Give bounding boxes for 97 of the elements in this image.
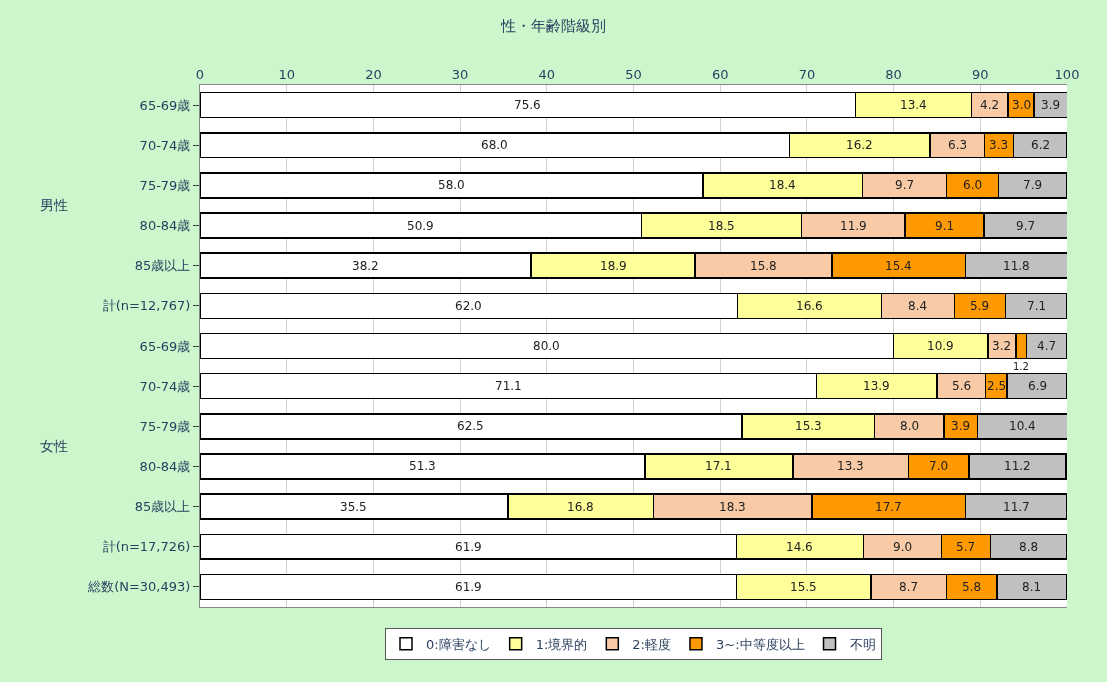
text: 3.9 — [1041, 98, 1061, 112]
text: 6.2 — [1031, 138, 1051, 152]
text: 15.5 — [790, 580, 817, 594]
text: 15.3 — [795, 419, 822, 433]
text: 61.9 — [455, 540, 482, 554]
text: 18.3 — [719, 500, 746, 514]
text: 3.3 — [989, 138, 1009, 152]
legend-label: 2:軽度 — [632, 636, 671, 652]
text: 3.2 — [992, 339, 1012, 353]
text: 5.9 — [970, 299, 990, 313]
y-tick-label: 75-79歳 — [139, 418, 191, 434]
text: 38.2 — [352, 259, 379, 273]
x-tick-label: 40 — [538, 66, 556, 82]
x-tick-label: 70 — [798, 66, 816, 82]
legend-label: 不明 — [849, 636, 876, 652]
x-tick-label: 50 — [625, 66, 642, 82]
text: 18.9 — [600, 259, 627, 273]
x-tick-label: 20 — [365, 66, 382, 82]
text: 7.1 — [1027, 299, 1047, 313]
text: 80.0 — [533, 339, 560, 353]
text: 6.9 — [1028, 379, 1048, 393]
text: 6.0 — [963, 178, 983, 192]
text: 8.1 — [1022, 580, 1042, 594]
text: 16.2 — [846, 138, 873, 152]
y-tick-label: 80-84歳 — [139, 459, 191, 475]
text: 8.4 — [908, 299, 928, 313]
text: 7.0 — [929, 459, 949, 473]
text: 10.4 — [1009, 419, 1036, 433]
text: 5.6 — [952, 379, 972, 393]
text: 8.7 — [899, 580, 919, 594]
text: 61.9 — [455, 580, 482, 594]
y-tick-label: 70-74歳 — [139, 378, 191, 394]
text: 35.5 — [340, 500, 367, 514]
text: 18.5 — [708, 219, 735, 233]
text: 1.2 — [1013, 361, 1029, 372]
text: 13.4 — [900, 98, 927, 112]
text: 17.1 — [705, 459, 732, 473]
legend-label: 3~:中等度以上 — [715, 636, 805, 652]
text: 4.2 — [980, 98, 1000, 112]
text: 9.7 — [895, 178, 915, 192]
text: 11.8 — [1003, 259, 1030, 273]
text: 8.8 — [1019, 540, 1039, 554]
text: 9.7 — [1016, 219, 1036, 233]
y-tick-label: 85歳以上 — [134, 499, 191, 515]
text: 女性 — [40, 438, 68, 454]
text: 13.9 — [863, 379, 890, 393]
text: 58.0 — [438, 178, 465, 192]
legend-label: 0:障害なし — [426, 636, 491, 652]
text: 15.8 — [750, 259, 777, 273]
text: 18.4 — [769, 178, 796, 192]
x-tick-label: 60 — [711, 66, 729, 82]
text: 13.3 — [837, 459, 864, 473]
text: 11.9 — [840, 219, 867, 233]
y-tick-label: 計(n=12,767) — [102, 298, 191, 314]
y-tick-label: 計(n=17,726) — [102, 539, 191, 555]
chart-title: 性・年齢階級別 — [500, 16, 606, 35]
y-tick-label: 総数(N=30,493) — [87, 579, 191, 595]
text: 5.7 — [956, 540, 976, 554]
text: 62.5 — [457, 419, 484, 433]
y-tick-label: 65-69歳 — [139, 338, 191, 354]
text: 16.6 — [796, 299, 823, 313]
y-tick-label: 85歳以上 — [134, 258, 191, 274]
text: 50.9 — [407, 219, 434, 233]
text: 51.3 — [409, 459, 436, 473]
text: 68.0 — [481, 138, 508, 152]
y-tick-label: 80-84歳 — [139, 218, 191, 234]
text: 3.0 — [1012, 98, 1032, 112]
text: 7.9 — [1023, 178, 1043, 192]
x-tick-label: 0 — [195, 66, 205, 82]
text: 15.4 — [885, 259, 912, 273]
text: 8.0 — [900, 419, 920, 433]
x-tick-label: 80 — [885, 66, 902, 82]
x-tick-label: 10 — [278, 66, 295, 82]
x-tick-label: 100 — [1054, 66, 1080, 82]
text: 10.9 — [927, 339, 954, 353]
y-tick-label: 65-69歳 — [139, 97, 191, 113]
text: 2.5 — [987, 379, 1007, 393]
text: 男性 — [40, 197, 68, 213]
text: 9.0 — [893, 540, 913, 554]
x-tick-label: 30 — [451, 66, 469, 82]
text: 75.6 — [514, 98, 541, 112]
text: 5.8 — [962, 580, 982, 594]
text: 16.8 — [567, 500, 594, 514]
text: 71.1 — [495, 379, 522, 393]
text: 3.9 — [951, 419, 971, 433]
text: 62.0 — [455, 299, 482, 313]
y-tick-label: 70-74歳 — [139, 137, 191, 153]
text: 11.2 — [1004, 459, 1031, 473]
text: 6.3 — [948, 138, 968, 152]
legend-label: 1:境界的 — [535, 636, 588, 652]
x-tick-label: 90 — [972, 66, 989, 82]
text: 9.1 — [935, 219, 955, 233]
text: 14.6 — [786, 540, 813, 554]
text: 4.7 — [1037, 339, 1057, 353]
text: 17.7 — [875, 500, 902, 514]
text: 11.7 — [1003, 500, 1030, 514]
y-tick-label: 75-79歳 — [139, 177, 191, 193]
